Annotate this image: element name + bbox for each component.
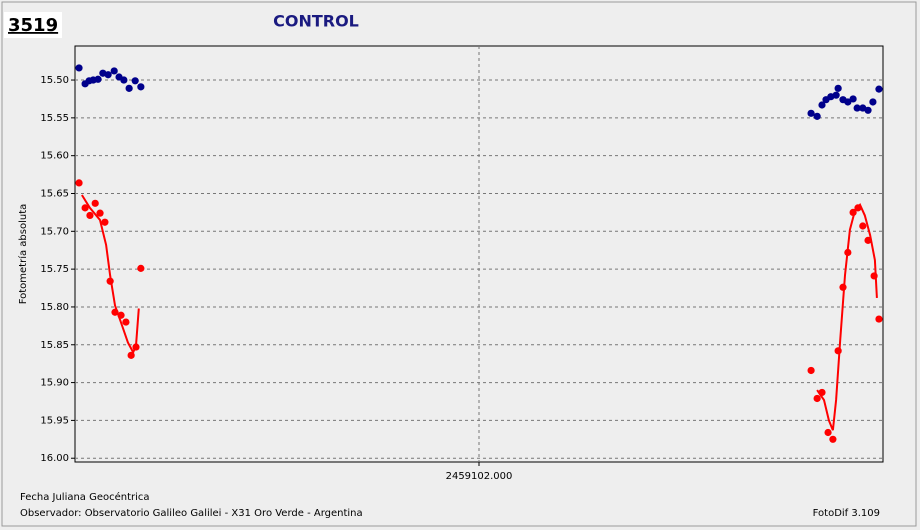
data-point (807, 109, 815, 117)
y-tick-label: 15.90 (40, 378, 69, 389)
fit-line (81, 194, 878, 431)
y-tick-label: 15.60 (40, 151, 69, 162)
data-point (813, 394, 821, 403)
data-point (137, 83, 145, 91)
data-point (849, 95, 857, 103)
data-point (101, 218, 109, 226)
data-point (94, 75, 102, 83)
y-axis-label: Fotometría absoluta (17, 204, 29, 305)
data-point (875, 315, 883, 323)
y-tick-label: 15.75 (40, 264, 69, 275)
data-point (96, 209, 104, 217)
data-point (818, 101, 826, 109)
data-point (813, 112, 821, 120)
badge: 3519 (8, 15, 58, 36)
data-point (81, 204, 89, 212)
y-tick-label: 15.70 (40, 226, 69, 237)
y-tick-label: 15.50 (40, 75, 69, 86)
data-point (864, 106, 872, 114)
software: FotoDif 3.109 (813, 508, 880, 519)
data-point (859, 222, 867, 230)
data-point (834, 84, 842, 92)
data-point (125, 84, 133, 92)
data-point (120, 76, 128, 84)
badge-box (4, 12, 62, 38)
y-tick-label: 15.80 (40, 302, 69, 313)
x-tick-label: 2459102.000 (446, 471, 513, 482)
data-point (853, 104, 861, 112)
data-point (844, 98, 852, 106)
data-point (869, 98, 877, 106)
data-point (122, 318, 130, 326)
data-point (104, 71, 112, 79)
data-point (131, 77, 139, 85)
y-tick-label: 15.55 (40, 113, 69, 124)
y-tick-label: 15.95 (40, 415, 69, 426)
data-point (807, 366, 815, 375)
observer: Observador: Observatorio Galileo Galilei… (20, 508, 363, 519)
data-point (832, 91, 840, 99)
y-tick-label: 16.00 (40, 453, 69, 464)
data-point (75, 64, 83, 72)
data-point (110, 67, 118, 75)
data-point (75, 179, 83, 187)
y-tick-label: 15.65 (40, 188, 69, 199)
data-point (137, 264, 145, 272)
y-tick-label: 15.85 (40, 340, 69, 351)
data-point (824, 428, 832, 437)
x-axis-label: Fecha Juliana Geocéntrica (20, 491, 150, 503)
data-point (829, 435, 837, 443)
data-point (91, 199, 99, 207)
chart-title: CONTROL (273, 12, 359, 31)
data-point (834, 347, 842, 355)
data-point (875, 85, 883, 93)
data-point (86, 211, 94, 220)
